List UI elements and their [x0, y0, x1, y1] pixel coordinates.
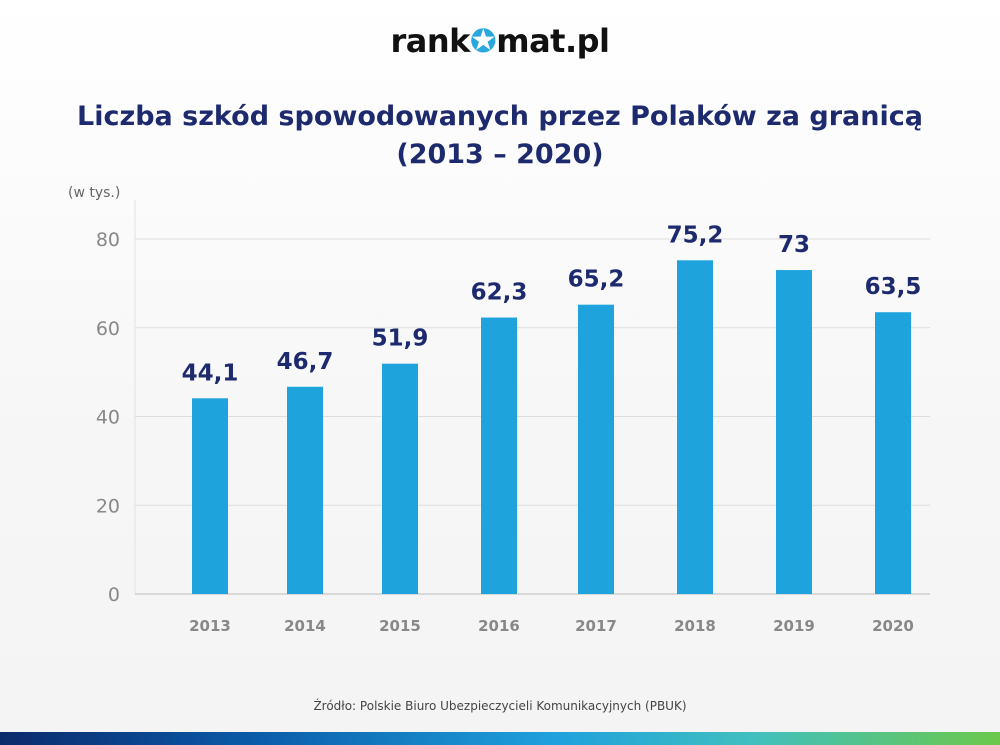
- data-label: 46,7: [277, 349, 334, 375]
- x-tick-label: 2020: [872, 617, 914, 635]
- y-tick-label: 80: [96, 229, 120, 251]
- y-axis-unit: (w tys.): [68, 185, 121, 201]
- x-tick-label: 2014: [284, 617, 326, 635]
- source-note: Źródło: Polskie Biuro Ubezpieczycieli Ko…: [313, 699, 687, 713]
- chart-title: Liczba szkód spowodowanych przez Polaków…: [0, 98, 1000, 174]
- x-tick-label: 2017: [575, 617, 617, 635]
- bar-2016: [481, 317, 517, 594]
- data-label: 75,2: [667, 222, 724, 248]
- x-tick-label: 2013: [189, 617, 231, 635]
- data-label: 44,1: [182, 360, 239, 386]
- bar-2015: [382, 363, 418, 594]
- data-label: 73: [778, 232, 810, 258]
- data-label: 65,2: [568, 267, 625, 293]
- logo-text-domain: mat.pl: [496, 22, 610, 60]
- x-tick-label: 2015: [379, 617, 421, 635]
- y-tick-label: 40: [96, 407, 120, 429]
- brand-gradient-bar: [0, 732, 1000, 745]
- x-tick-label: 2016: [478, 617, 520, 635]
- star-icon: ✪: [469, 22, 497, 60]
- data-label: 62,3: [471, 280, 528, 306]
- bar-2020: [875, 312, 911, 594]
- bar-2013: [192, 398, 228, 594]
- x-tick-label: 2018: [674, 617, 716, 635]
- bar-2017: [578, 304, 614, 594]
- bar-2018: [677, 260, 713, 594]
- chart-title-main: Liczba szkód spowodowanych przez Polaków…: [77, 101, 923, 132]
- data-label: 63,5: [865, 274, 922, 300]
- logo-text: rank: [390, 22, 470, 60]
- y-tick-label: 60: [96, 318, 120, 340]
- chart-subtitle: (2013 – 2020): [396, 139, 604, 170]
- bar-2014: [287, 386, 323, 594]
- y-tick-label: 0: [108, 584, 120, 606]
- rankomat-logo: rank✪mat.pl: [0, 22, 1000, 60]
- x-tick-label: 2019: [773, 617, 815, 635]
- y-tick-label: 20: [96, 495, 120, 517]
- data-label: 51,9: [372, 326, 429, 352]
- bar-2019: [776, 270, 812, 594]
